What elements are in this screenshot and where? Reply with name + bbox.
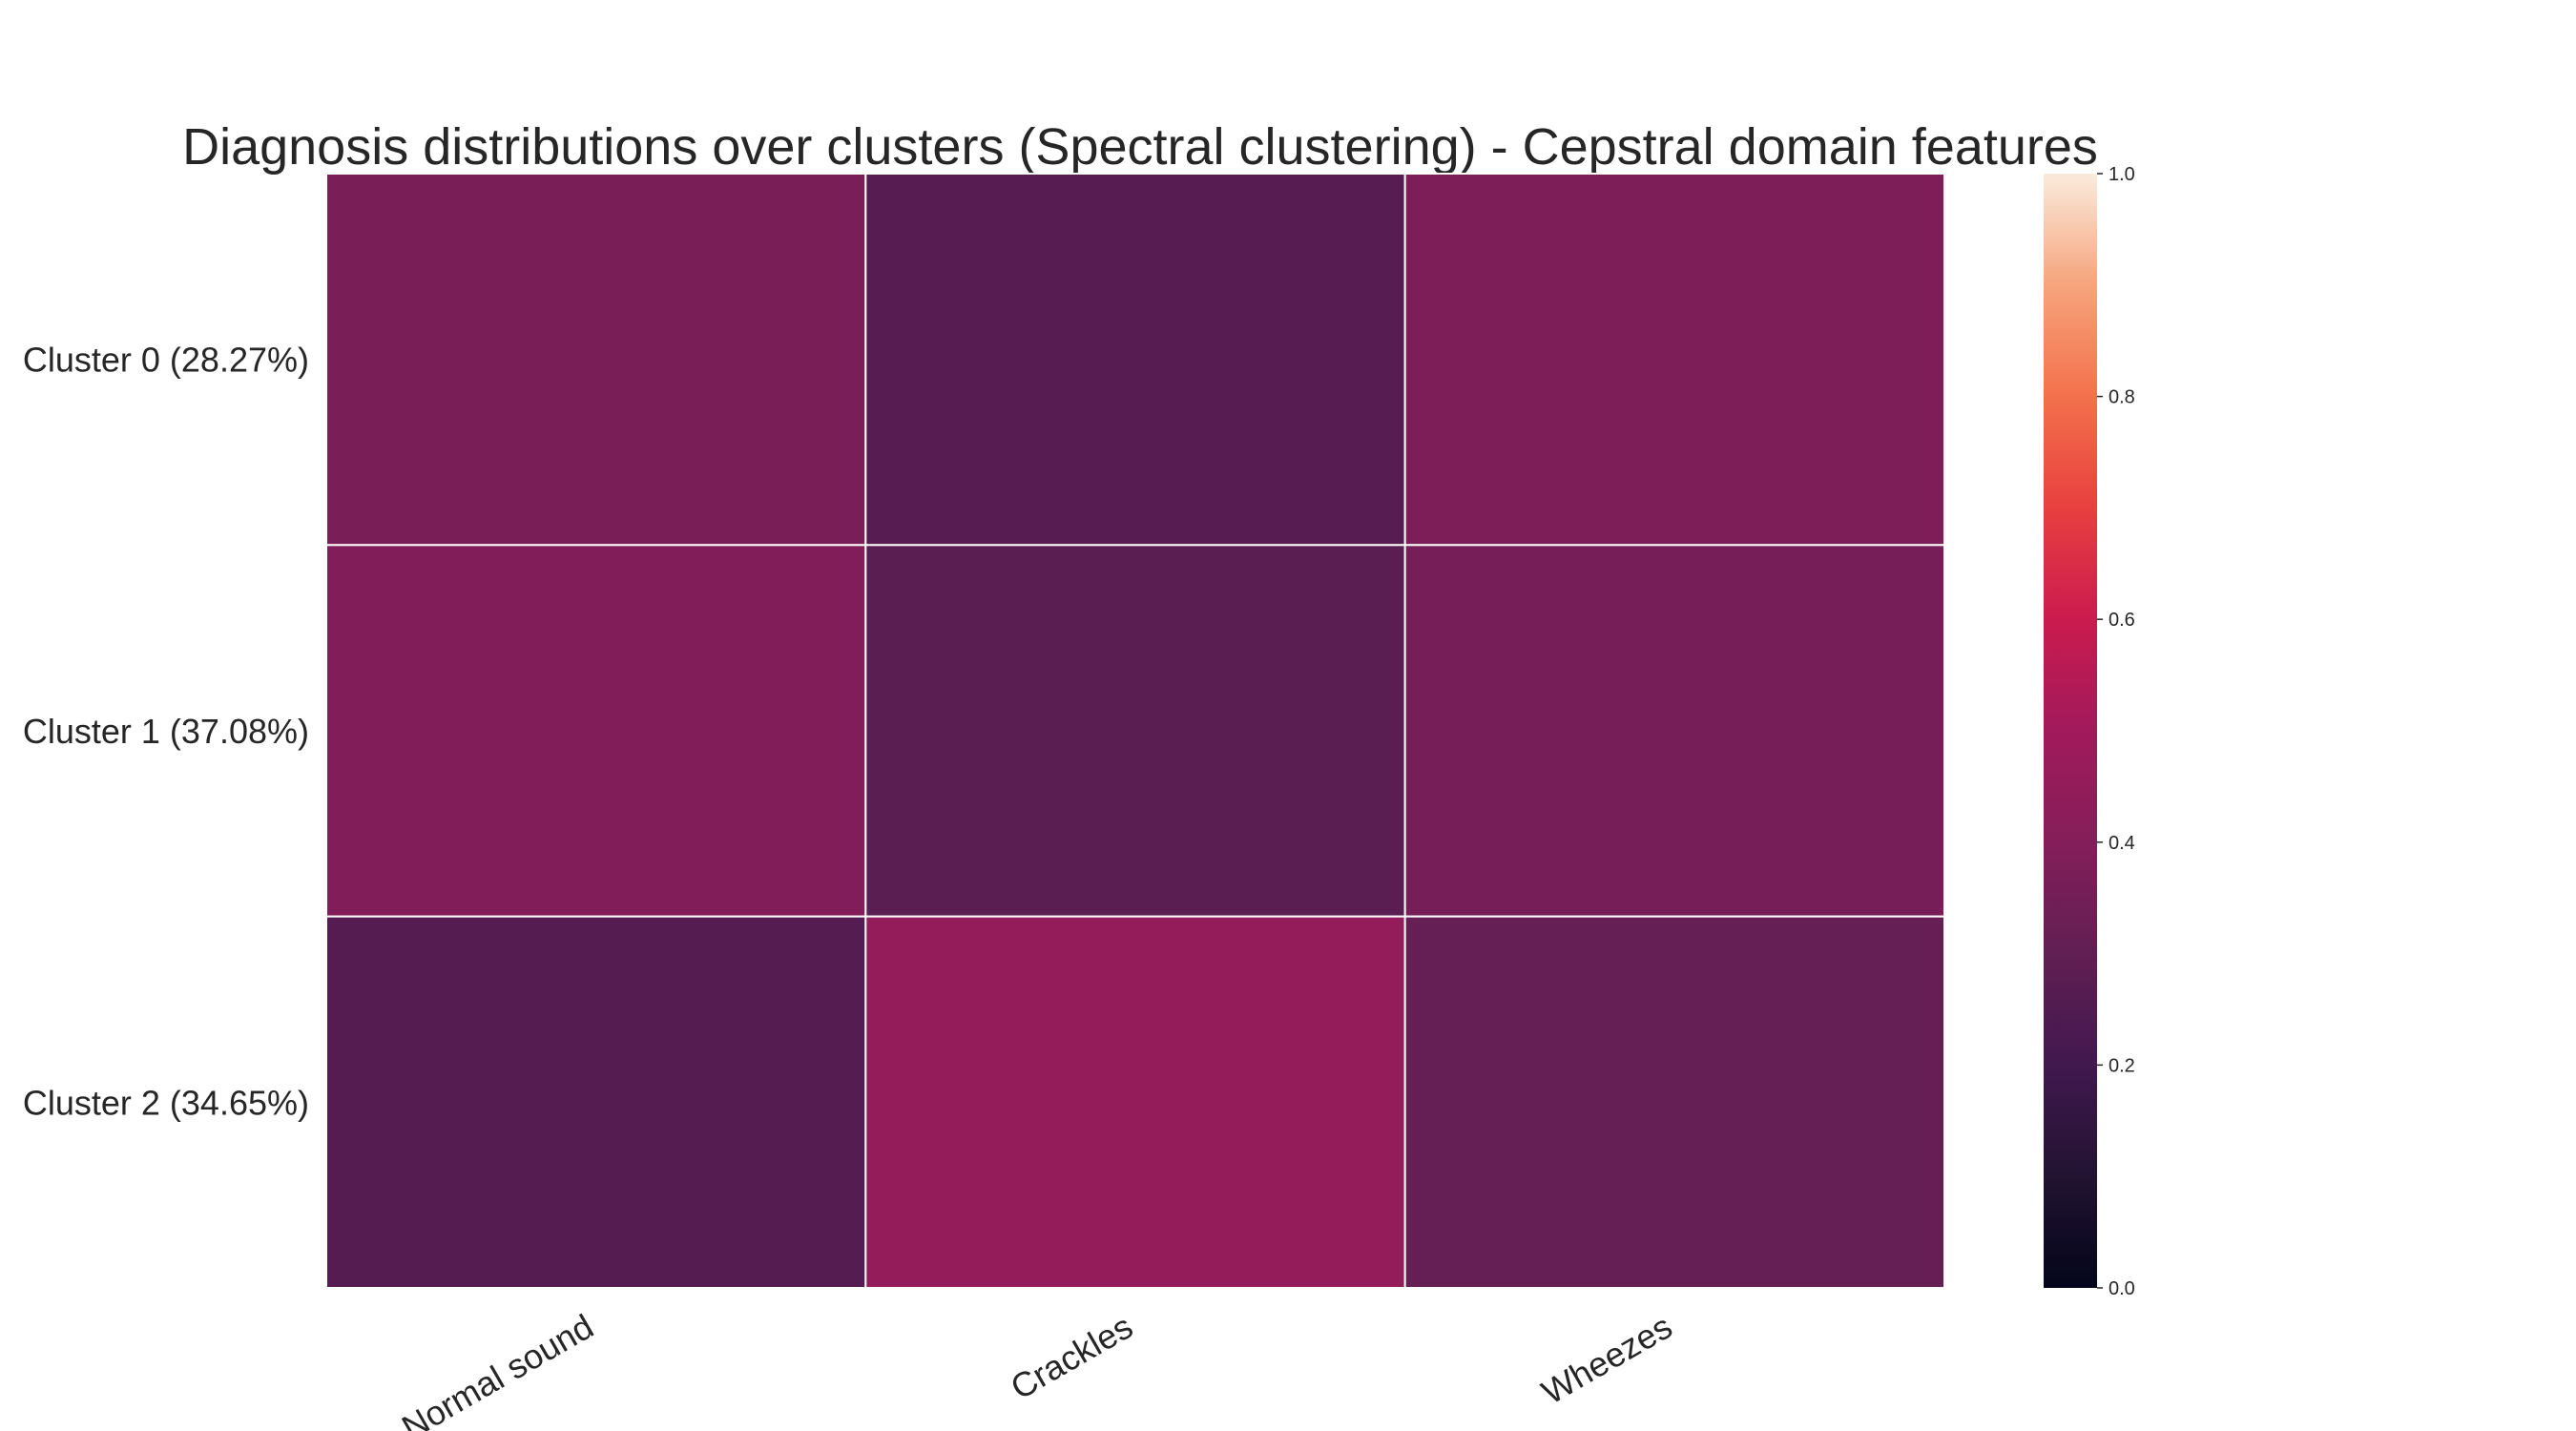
heatmap-cell bbox=[864, 915, 1406, 1290]
heatmap-cells bbox=[325, 173, 1945, 1290]
row-label: Cluster 2 (34.65%) bbox=[23, 1083, 309, 1122]
column-label: Wheezes bbox=[1535, 1306, 1678, 1412]
heatmap-cell bbox=[1403, 173, 1945, 547]
row-labels: Cluster 0 (28.27%) Cluster 1 (37.08%) Clus… bbox=[23, 341, 309, 1123]
row-label: Cluster 1 (37.08%) bbox=[23, 712, 309, 751]
column-label: Crackles bbox=[1004, 1306, 1139, 1407]
heatmap-cell bbox=[325, 915, 867, 1290]
heatmap-cell bbox=[864, 173, 1406, 547]
colorbar-tick-label: 0.6 bbox=[2109, 610, 2135, 631]
colorbar: 0.0 0.2 0.4 0.6 0.8 1.0 bbox=[2044, 164, 2135, 1299]
column-label: Normal sound bbox=[395, 1306, 600, 1431]
heatmap-cell bbox=[325, 173, 867, 547]
heatmap-cell bbox=[1403, 544, 1945, 918]
heatmap-cell bbox=[864, 544, 1406, 918]
chart-title: Diagnosis distributions over clusters (S… bbox=[182, 118, 2098, 176]
colorbar-gradient bbox=[2044, 174, 2097, 1288]
heatmap-cell bbox=[1403, 915, 1945, 1290]
colorbar-tick-label: 0.4 bbox=[2109, 833, 2135, 854]
colorbar-tick-label: 0.8 bbox=[2109, 387, 2135, 408]
colorbar-tick-label: 0.0 bbox=[2109, 1278, 2135, 1299]
colorbar-tick-label: 0.2 bbox=[2109, 1055, 2135, 1076]
colorbar-tick-label: 1.0 bbox=[2109, 164, 2135, 185]
row-label: Cluster 0 (28.27%) bbox=[23, 341, 309, 380]
heatmap-cell bbox=[325, 544, 867, 918]
column-labels: Normal sound Crackles Wheezes bbox=[395, 1306, 1678, 1431]
